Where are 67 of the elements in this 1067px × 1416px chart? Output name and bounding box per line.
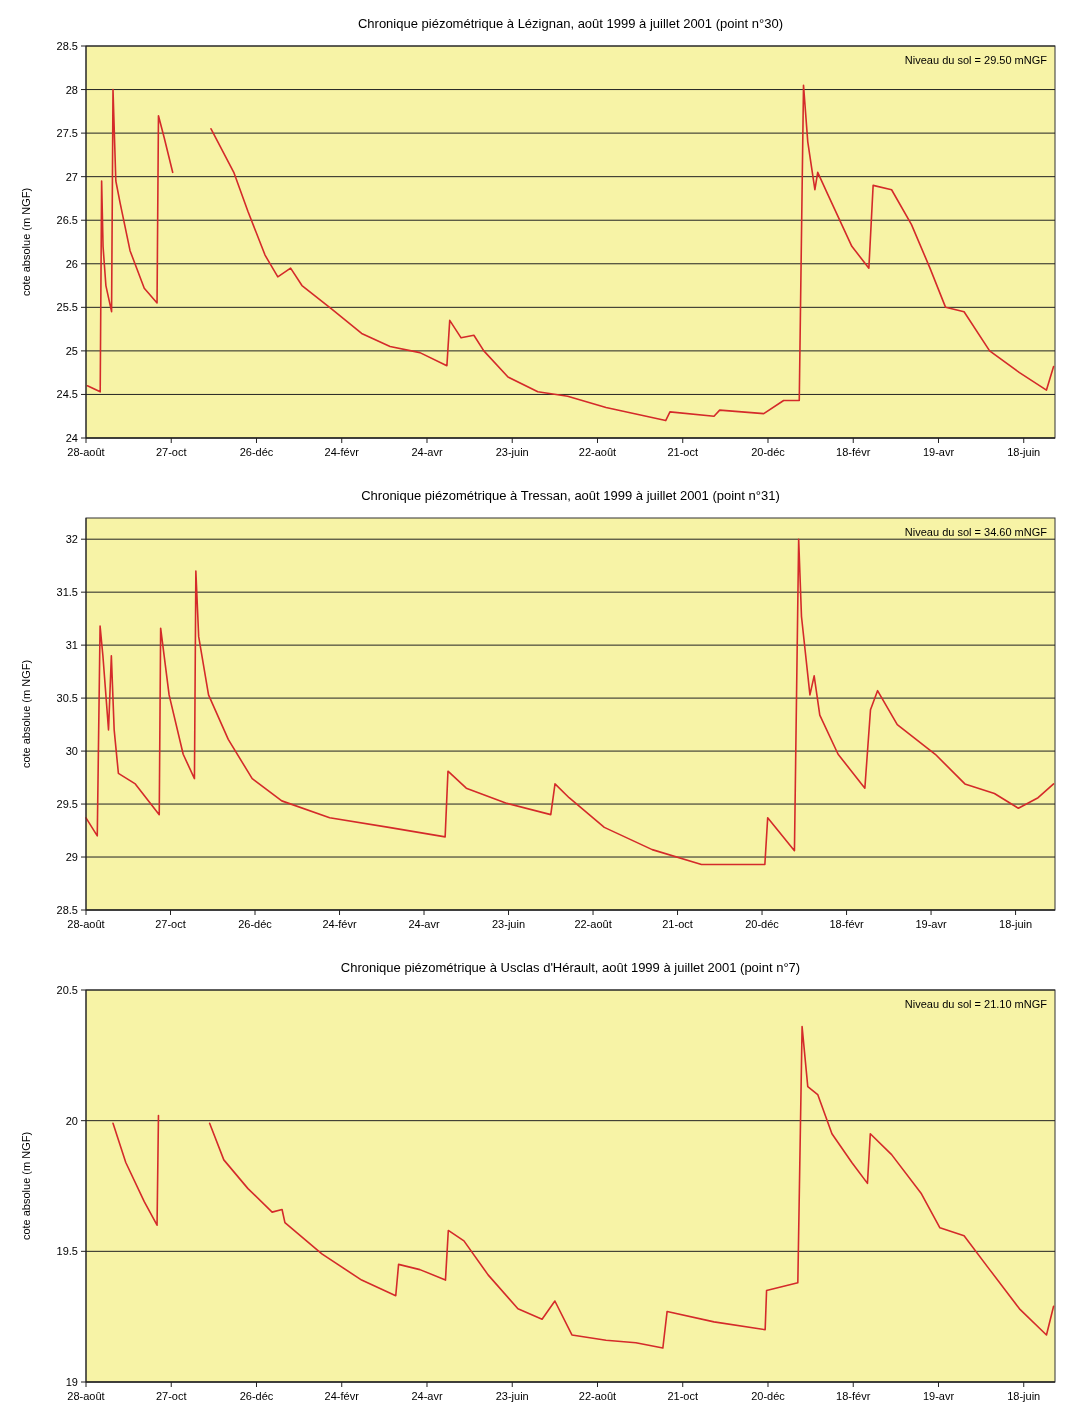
x-tick-label: 19-avr — [915, 918, 947, 930]
y-axis-title: cote absolue (m NGF) — [20, 187, 32, 297]
y-tick-label: 31 — [65, 639, 78, 652]
x-tick-label: 24-févr — [324, 446, 360, 458]
x-tick-label: 26-déc — [239, 1390, 274, 1402]
y-tick-label: 28.5 — [56, 904, 78, 916]
y-tick-label: 28 — [65, 83, 78, 96]
x-tick-label: 28-août — [67, 446, 105, 458]
x-tick-label: 20-déc — [751, 1390, 786, 1402]
x-tick-label: 24-févr — [324, 1390, 360, 1402]
y-tick-label: 30 — [65, 745, 78, 758]
x-tick-label: 18-juin — [1007, 1390, 1041, 1402]
y-tick-label: 29.5 — [56, 798, 78, 811]
x-tick-label: 27-oct — [155, 1390, 187, 1402]
chart-title: Chronique piézométrique à Usclas d'Hérault, août 1999 à juillet 2001 (point n°7) — [340, 960, 801, 975]
x-tick-label: 24-févr — [322, 918, 357, 930]
x-tick-label: 21-oct — [667, 446, 699, 458]
y-tick-label: 24.5 — [56, 388, 78, 401]
y-tick-label: 26 — [65, 257, 78, 270]
y-tick-label: 32 — [65, 533, 78, 546]
x-tick-label: 18-févr — [836, 1390, 871, 1402]
x-tick-label: 18-févr — [829, 918, 864, 930]
x-tick-label: 21-oct — [662, 918, 693, 930]
y-tick-label: 26.5 — [56, 214, 78, 227]
y-tick-label: 19 — [65, 1376, 78, 1388]
x-tick-label: 26-déc — [239, 446, 274, 458]
x-tick-label: 20-déc — [751, 446, 786, 458]
x-tick-label: 24-avr — [408, 918, 440, 930]
x-tick-label: 23-juin — [492, 918, 526, 930]
y-tick-label: 24 — [65, 432, 78, 444]
annotation: Niveau du sol = 21.10 mNGF — [904, 998, 1048, 1010]
y-tick-label: 19.5 — [56, 1245, 78, 1258]
x-tick-label: 18-juin — [1007, 446, 1041, 458]
y-axis-title: cote absolue (m NGF) — [20, 659, 32, 769]
chart-title: Chronique piézométrique à Tressan, août 1999 à juillet 2001 (point n°31) — [361, 488, 780, 503]
annotation: Niveau du sol = 34.60 mNGF — [904, 526, 1048, 538]
x-tick-label: 27-oct — [155, 446, 187, 458]
x-tick-label: 24-avr — [411, 446, 443, 458]
x-tick-label: 27-oct — [155, 918, 186, 930]
x-tick-label: 19-avr — [922, 1390, 955, 1402]
x-tick-label: 23-juin — [495, 1390, 529, 1402]
y-tick-label: 20.5 — [56, 984, 78, 996]
x-tick-label: 20-déc — [745, 918, 780, 930]
x-tick-label: 22-août — [578, 1390, 617, 1402]
x-tick-label: 21-oct — [667, 1390, 699, 1402]
x-tick-label: 22-août — [574, 918, 612, 930]
y-tick-label: 25 — [65, 344, 78, 357]
x-tick-label: 28-août — [67, 918, 105, 930]
y-tick-label: 27.5 — [56, 127, 78, 140]
chart-title: Chronique piézométrique à Lézignan, août 1999 à juillet 2001 (point n°30) — [357, 16, 784, 31]
y-axis-title: cote absolue (m NGF) — [20, 1131, 32, 1241]
x-tick-label: 26-déc — [238, 918, 273, 930]
y-tick-label: 20 — [65, 1114, 78, 1127]
x-tick-label: 24-avr — [411, 1390, 443, 1402]
y-tick-label: 25.5 — [56, 301, 78, 314]
x-tick-label: 28-août — [67, 1390, 105, 1402]
y-tick-label: 28.5 — [56, 40, 78, 52]
y-tick-label: 27 — [65, 170, 78, 183]
x-tick-label: 22-août — [578, 446, 617, 458]
x-tick-label: 18-juin — [999, 918, 1033, 930]
annotation: Niveau du sol = 29.50 mNGF — [904, 54, 1048, 66]
y-tick-label: 29 — [65, 851, 78, 864]
y-tick-label: 31.5 — [56, 586, 78, 599]
y-tick-label: 30.5 — [56, 692, 78, 705]
x-tick-label: 23-juin — [495, 446, 529, 458]
x-tick-label: 19-avr — [922, 446, 955, 458]
x-tick-label: 18-févr — [836, 446, 871, 458]
